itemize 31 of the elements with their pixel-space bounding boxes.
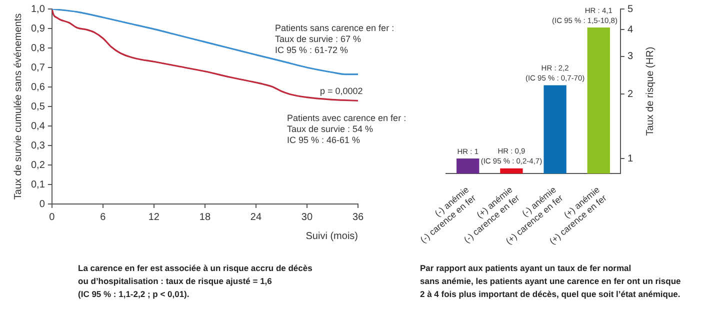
x-tick-label: 18 [199, 212, 211, 223]
y-tick-label: 1,0 [30, 4, 46, 15]
y-tick-label: 0,6 [30, 82, 46, 93]
x-tick-label: 6 [100, 212, 106, 223]
x-tick-label: 30 [301, 212, 313, 223]
annotation: Patients sans carence en fer : Taux de survie : 67 % IC 95 % : 61-72 % [275, 23, 394, 56]
y-tick-label: 0,2 [30, 160, 46, 171]
x-axis-title: Suivi (mois) [306, 230, 358, 242]
y-tick-label: 0,5 [30, 101, 46, 112]
y-axis-title: Taux de survie cumulée sans événements [12, 13, 24, 200]
x-tick-label: 0 [49, 212, 56, 223]
y-tick-label: 3 [627, 51, 634, 62]
y-tick-label: 0,1 [30, 179, 46, 190]
annotation: p = 0,0002 [320, 86, 363, 97]
y-tick-label: 0,3 [30, 140, 46, 152]
y-tick-label: 4 [627, 24, 634, 36]
text: La carence en fer est associée à un risque accru de décès ou d’hospitalisation : taux de risque ajusté = 1,6 (IC 95 % : 1,1-2,2 ; p < 0,01). [78, 262, 312, 301]
y-tick-label: 2 [627, 88, 634, 100]
y-tick-label: 1 [627, 153, 634, 164]
y-tick-label: 0 [39, 198, 46, 210]
x-tick-label: 36 [352, 212, 364, 223]
x-tick-label: 24 [250, 212, 262, 223]
y-axis-title: Taux de risque (HR) [645, 46, 656, 136]
annotation: Patients avec carence en fer : Taux de survie : 54 % IC 95 % : 46-61 % [287, 113, 406, 146]
text: Par rapport aux patients ayant un taux de fer normal sans anémie, les patients ayant une carence en fer ont un risque 2 à 4 fois plus important de décès, quel que soit l’état anémique. [420, 262, 681, 301]
y-tick-label: 0,4 [30, 120, 46, 132]
y-tick-label: 0,9 [30, 23, 46, 34]
y-tick-label: 0,8 [30, 42, 46, 54]
y-tick-label: 0,7 [30, 62, 46, 74]
x-tick-label: 12 [148, 212, 160, 223]
y-tick-label: 5 [627, 4, 634, 15]
